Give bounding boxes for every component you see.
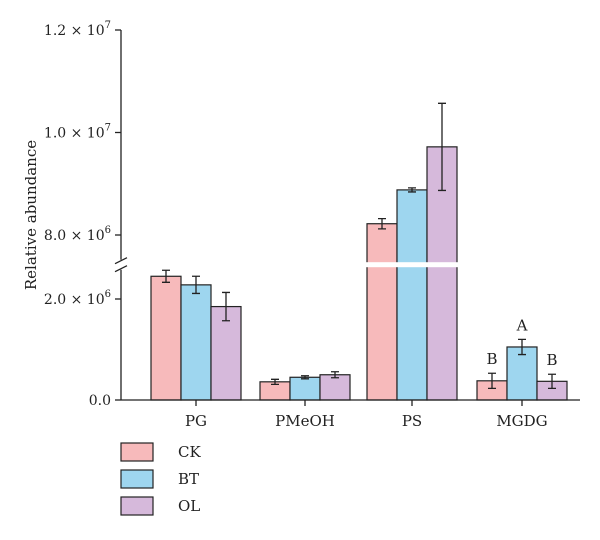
legend-label-ck: CK bbox=[178, 443, 201, 461]
bar-ps-bt bbox=[396, 189, 428, 401]
y-tick-label-base: 8.0 × 10 bbox=[44, 228, 105, 244]
axis-break-gap bbox=[129, 262, 580, 268]
x-tick-label: PG bbox=[185, 412, 207, 430]
error-bar-ps-bt bbox=[408, 187, 416, 193]
bar-mgdg-bt bbox=[506, 346, 538, 401]
y-tick-label-exponent: 6 bbox=[105, 225, 111, 236]
error-bar-pmeoh-ol bbox=[331, 371, 339, 379]
error-bar-pg-ol bbox=[222, 291, 230, 322]
axis-break-mark-bottom bbox=[114, 265, 128, 273]
error-bar-pg-ck bbox=[162, 269, 170, 283]
x-tick-label: MGDG bbox=[496, 412, 547, 430]
bar-pg-bt bbox=[180, 284, 212, 401]
y-tick-label: 2.0 × 106 bbox=[44, 289, 111, 308]
y-tick-label-exponent: 7 bbox=[105, 20, 111, 31]
y-tick-label: 1.2 × 107 bbox=[44, 20, 111, 39]
y-axis-title: Relative abundance bbox=[22, 140, 40, 290]
legend-swatch-ol bbox=[120, 496, 154, 516]
y-tick-label: 1.0 × 107 bbox=[44, 123, 111, 142]
significance-label: B bbox=[486, 350, 497, 368]
legend-label-bt: BT bbox=[178, 470, 199, 488]
error-bar-mgdg-ck bbox=[488, 372, 496, 390]
error-bar-mgdg-bt bbox=[518, 338, 526, 356]
error-bar-pg-bt bbox=[192, 275, 200, 295]
error-bar-mgdg-ol bbox=[548, 373, 556, 390]
bar-pg-ck bbox=[150, 275, 182, 401]
legend-swatch-ck bbox=[120, 442, 154, 462]
bar-pmeoh-bt bbox=[289, 376, 321, 401]
axes-layer bbox=[114, 29, 580, 406]
error-bar-pmeoh-ck bbox=[271, 378, 279, 385]
x-tick-label: PS bbox=[402, 412, 422, 430]
y-tick-label-base: 1.0 × 10 bbox=[44, 126, 105, 142]
y-tick-label: 0.0 bbox=[89, 393, 111, 409]
y-tick-label: 8.0 × 106 bbox=[44, 225, 111, 244]
error-bar-ps-ck bbox=[378, 217, 386, 230]
bar-ps-ck bbox=[366, 223, 398, 401]
significance-label: A bbox=[516, 316, 528, 334]
legend-label-ol: OL bbox=[178, 497, 200, 515]
bar-pmeoh-ol bbox=[319, 374, 351, 401]
error-bar-pmeoh-bt bbox=[301, 375, 309, 380]
y-tick-label-base: 1.2 × 10 bbox=[44, 23, 105, 39]
legend: CK BT OL bbox=[120, 442, 201, 516]
axis-break-mark-top bbox=[114, 257, 128, 265]
bars-layer bbox=[129, 102, 580, 401]
legend-swatch-bt bbox=[120, 469, 154, 489]
error-bar-ps-ol bbox=[438, 102, 446, 192]
x-tick-label: PMeOH bbox=[275, 412, 335, 430]
y-tick-label-exponent: 6 bbox=[105, 289, 111, 300]
y-tick-label-base: 2.0 × 10 bbox=[44, 292, 105, 308]
significance-label: B bbox=[546, 351, 557, 369]
y-tick-label-exponent: 7 bbox=[105, 123, 111, 134]
